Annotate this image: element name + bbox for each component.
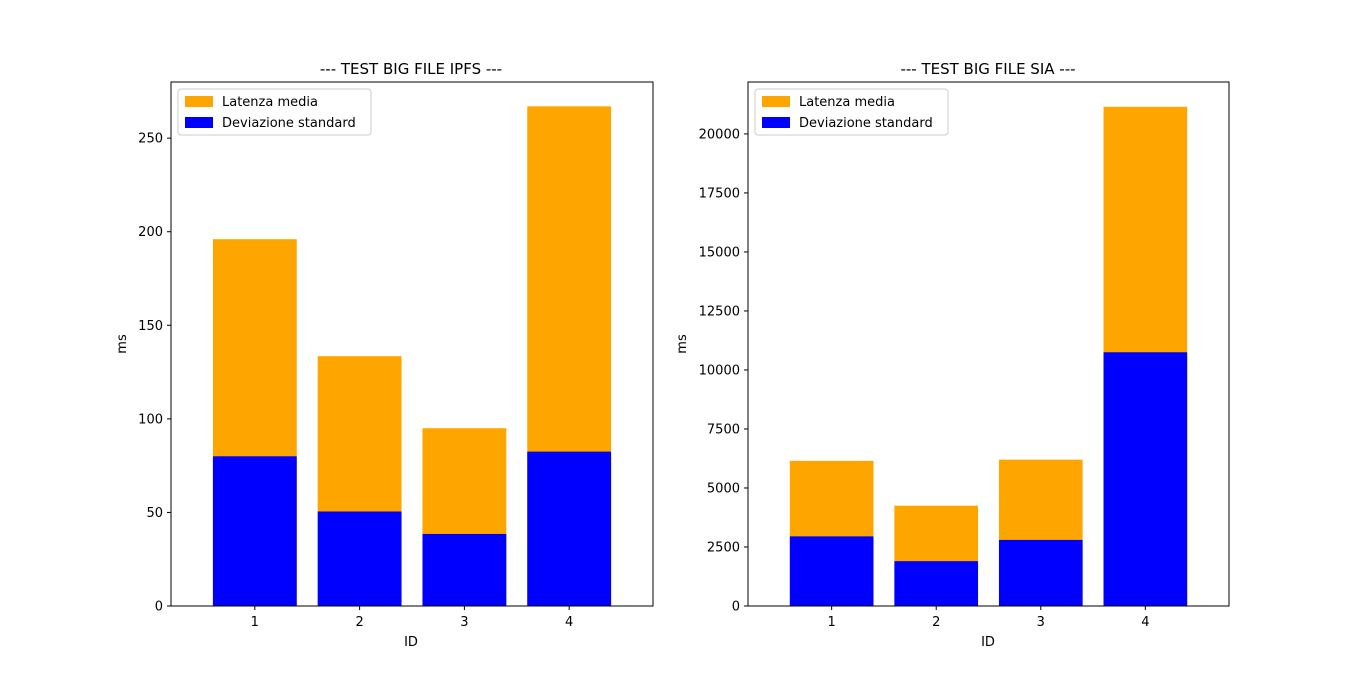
x-tick-label: 4 <box>1141 615 1149 630</box>
bar-deviazione-standard <box>1103 352 1188 606</box>
bar-deviazione-standard <box>894 561 979 606</box>
x-tick-label: 3 <box>1037 615 1045 630</box>
x-tick-label: 1 <box>251 615 259 630</box>
y-tick-label: 250 <box>138 132 163 147</box>
y-axis-label: ms <box>115 334 130 354</box>
bar-deviazione-standard <box>789 536 874 606</box>
bar-deviazione-standard <box>422 533 507 606</box>
y-tick-label: 15000 <box>699 245 740 260</box>
legend-swatch <box>762 96 790 107</box>
bar-deviazione-standard <box>998 539 1083 606</box>
y-tick-label: 12500 <box>699 304 740 319</box>
plot-frame <box>747 81 1230 607</box>
y-tick-label: 200 <box>138 225 163 240</box>
y-tick-label: 2500 <box>707 540 740 555</box>
y-tick-label: 10000 <box>699 363 740 378</box>
chart-title: --- TEST BIG FILE SIA --- <box>900 60 1075 78</box>
legend-box <box>177 88 372 136</box>
x-tick-label: 3 <box>460 615 468 630</box>
chart-sia: --- TEST BIG FILE SIA --- ID ms 1 2 3 4 0 250… <box>675 60 1230 650</box>
y-tick-label: 7500 <box>707 422 740 437</box>
y-tick-label: 0 <box>732 600 740 615</box>
x-tick-label: 2 <box>355 615 363 630</box>
y-tick-label: 100 <box>138 412 163 427</box>
plot-frame <box>170 81 654 607</box>
y-tick-label: 0 <box>155 600 163 615</box>
legend-label: Latenza media <box>799 95 895 110</box>
x-tick-label: 4 <box>565 615 573 630</box>
chart-title: --- TEST BIG FILE IPFS --- <box>320 60 502 78</box>
legend-swatch <box>185 117 213 128</box>
legend-swatch <box>185 96 213 107</box>
y-tick-label: 150 <box>138 319 163 334</box>
legend: Latenza media Deviazione standard <box>177 88 372 136</box>
bar-deviazione-standard <box>527 451 612 606</box>
x-axis-label: ID <box>404 635 418 650</box>
chart-ipfs: --- TEST BIG FILE IPFS --- ID ms 1 2 3 4 0 50… <box>115 60 654 650</box>
y-tick-label: 5000 <box>707 481 740 496</box>
legend-box <box>754 88 949 136</box>
legend-swatch <box>762 117 790 128</box>
legend-label: Deviazione standard <box>222 116 356 131</box>
bar-deviazione-standard <box>212 456 297 606</box>
legend-label: Latenza media <box>222 95 318 110</box>
y-axis-label: ms <box>675 334 690 354</box>
y-tick-label: 17500 <box>699 186 740 201</box>
bar-deviazione-standard <box>317 511 402 606</box>
x-axis-label: ID <box>981 635 995 650</box>
y-tick-label: 50 <box>146 506 163 521</box>
y-tick-label: 20000 <box>699 127 740 142</box>
legend-label: Deviazione standard <box>799 116 933 131</box>
x-tick-label: 2 <box>932 615 940 630</box>
x-tick-label: 1 <box>828 615 836 630</box>
legend: Latenza media Deviazione standard <box>754 88 949 136</box>
